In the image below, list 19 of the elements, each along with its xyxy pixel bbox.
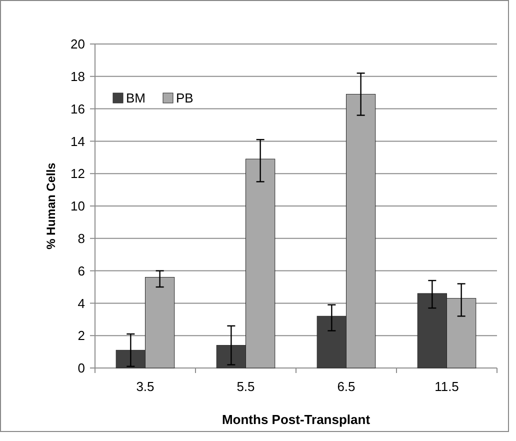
y-tick-label: 8: [78, 230, 85, 246]
y-tick-label: 20: [70, 36, 85, 52]
y-tick-label: 12: [70, 166, 85, 182]
x-tick-label: 11.5: [434, 379, 459, 394]
y-tick-label: 14: [70, 134, 85, 149]
x-tick-label: 3.5: [136, 379, 154, 394]
x-axis-title: Months Post-Transplant: [222, 412, 371, 427]
y-axis-title: % Human Cells: [44, 162, 58, 250]
y-tick-label: 0: [78, 360, 85, 376]
y-tick-label: 4: [78, 296, 85, 311]
y-tick-label: 6: [78, 263, 85, 278]
legend-label: PB: [176, 90, 194, 106]
y-tick-label: 16: [70, 101, 85, 116]
x-tick-label: 5.5: [236, 379, 255, 394]
y-tick-label: 10: [70, 198, 85, 214]
y-tick-label: 18: [70, 68, 85, 84]
y-tick-label: 2: [78, 328, 85, 344]
legend-label: BM: [126, 90, 146, 106]
x-tick-label: 6.5: [337, 379, 356, 394]
